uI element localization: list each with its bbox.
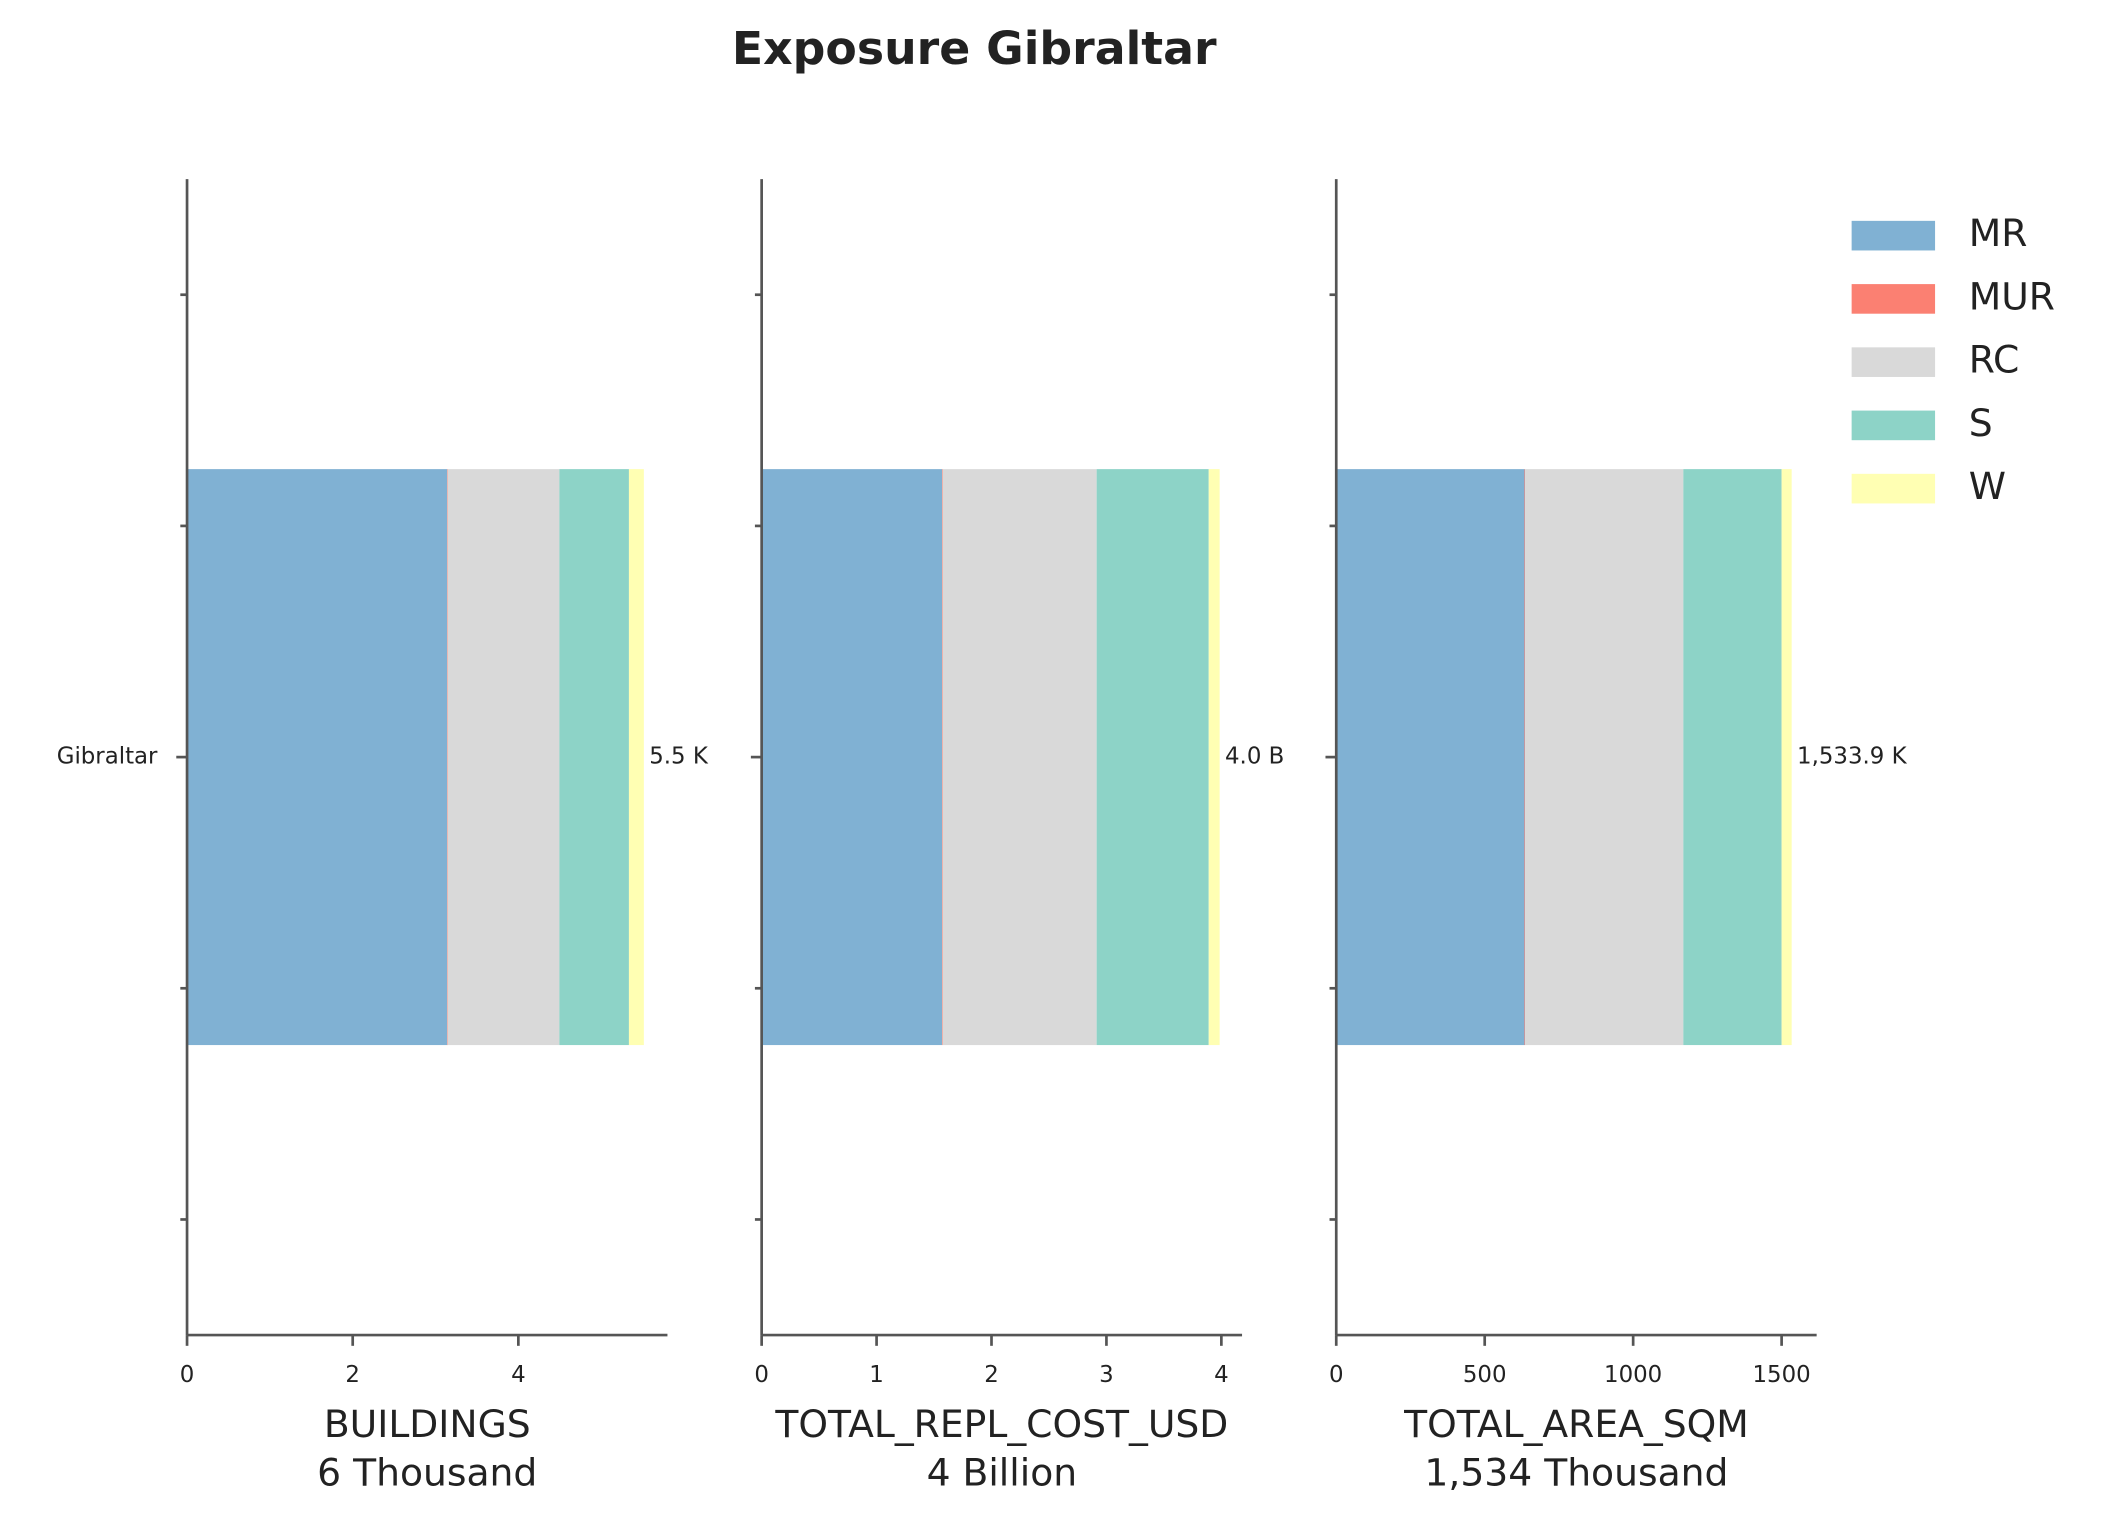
x-axis-subtitle: 6 Thousand [317, 1451, 537, 1495]
y-tick-label: Gibraltar [57, 744, 158, 770]
legend-swatch [1851, 284, 1936, 314]
bar-segment [1336, 469, 1525, 1046]
bar-segment [447, 469, 448, 1046]
x-tick-label: 4 [511, 1362, 526, 1388]
x-axis-label: BUILDINGS [324, 1402, 531, 1446]
x-axis-subtitle: 1,534 Thousand [1424, 1451, 1728, 1495]
value-label: 5.5 K [649, 744, 709, 770]
x-tick-label: 1 [869, 1362, 884, 1388]
bar-segment [1683, 469, 1782, 1046]
x-tick-label: 2 [345, 1362, 360, 1388]
x-tick-label: 3 [1099, 1362, 1114, 1388]
x-tick-label: 0 [1329, 1362, 1344, 1388]
x-tick-label: 1500 [1753, 1362, 1811, 1388]
x-tick-label: 1000 [1604, 1362, 1662, 1388]
legend-label: MR [1969, 211, 2028, 255]
x-axis-label: TOTAL_REPL_COST_USD [774, 1402, 1228, 1446]
bar-segment [1208, 469, 1220, 1046]
bar-segment [1096, 469, 1209, 1046]
bar-segment [187, 469, 448, 1046]
legend-swatch [1851, 410, 1936, 441]
bar-segment [942, 469, 943, 1046]
legend-label: S [1969, 401, 1993, 445]
bar-segment [559, 469, 629, 1046]
bar-segment [761, 469, 943, 1046]
legend-swatch [1851, 220, 1936, 251]
legend-label: W [1969, 464, 2006, 508]
bar-segment [628, 469, 644, 1046]
x-tick-label: 4 [1214, 1362, 1229, 1388]
x-axis-label: TOTAL_AREA_SQM [1403, 1402, 1749, 1446]
legend-label: MUR [1969, 274, 2055, 318]
bar-segment [1525, 469, 1684, 1046]
bar-segment [1781, 469, 1792, 1046]
x-tick-label: 500 [1463, 1362, 1507, 1388]
x-tick-label: 2 [984, 1362, 999, 1388]
bar-segment [447, 469, 560, 1046]
bar-segment [1524, 469, 1526, 1046]
value-label: 4.0 B [1225, 744, 1284, 770]
value-label: 1,533.9 K [1797, 744, 1908, 770]
x-tick-label: 0 [180, 1362, 195, 1388]
legend-swatch [1851, 473, 1936, 504]
x-axis-subtitle: 4 Billion [927, 1451, 1078, 1495]
bar-segment [942, 469, 1097, 1046]
legend-label: RC [1969, 338, 2020, 382]
chart-title: Exposure Gibraltar [732, 22, 1217, 75]
x-tick-label: 0 [754, 1362, 769, 1388]
legend-swatch [1851, 347, 1936, 377]
